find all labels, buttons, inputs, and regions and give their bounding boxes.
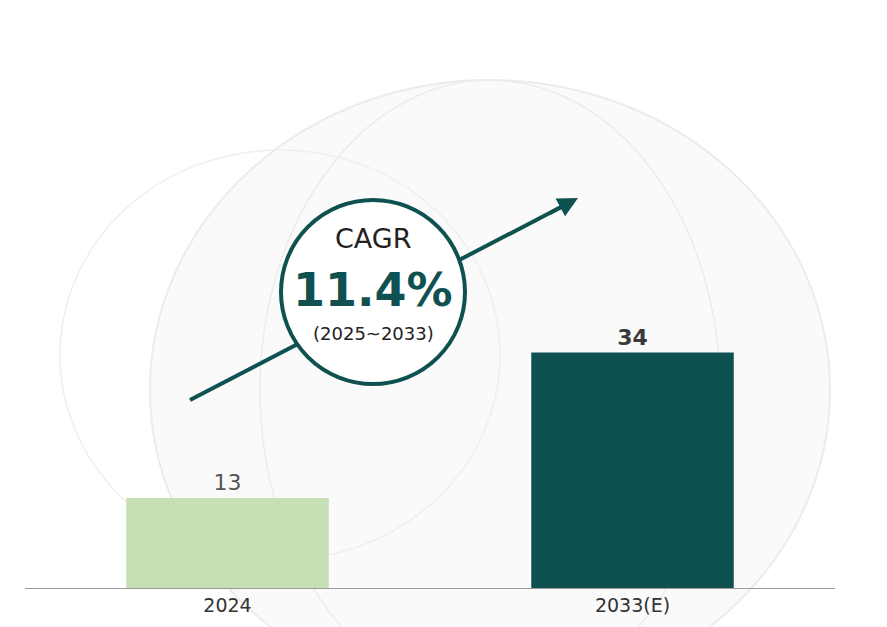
svg-text:34: 34 — [617, 325, 648, 350]
svg-text:13: 13 — [214, 470, 242, 495]
svg-text:2024: 2024 — [203, 594, 251, 616]
svg-text:(2025~2033): (2025~2033) — [313, 323, 434, 344]
svg-text:11.4%: 11.4% — [293, 263, 453, 317]
svg-text:CAGR: CAGR — [335, 223, 412, 254]
svg-text:2033(E): 2033(E) — [595, 594, 670, 616]
